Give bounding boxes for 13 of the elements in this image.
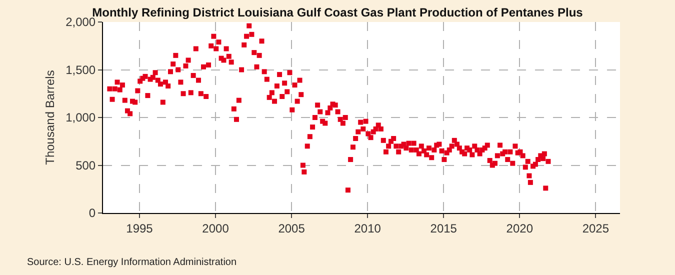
- x-tick-label: 2000: [202, 221, 230, 236]
- source-note: Source: U.S. Energy Information Administration: [27, 257, 237, 268]
- y-tick-label: 1,500: [66, 62, 96, 77]
- x-tick-label: 2025: [582, 221, 610, 236]
- x-tick-label: 2020: [506, 221, 534, 236]
- y-tick-label: 0: [88, 206, 96, 220]
- x-tick-label: 1995: [126, 221, 154, 236]
- y-tick-label: 1,000: [66, 110, 96, 125]
- y-tick-label: 500: [76, 158, 96, 172]
- y-axis-title: Thousand Barrels: [42, 70, 57, 165]
- x-tick-label: 2015: [430, 221, 458, 236]
- x-tick-label: 2005: [278, 221, 306, 236]
- x-tick-label: 2010: [354, 221, 382, 236]
